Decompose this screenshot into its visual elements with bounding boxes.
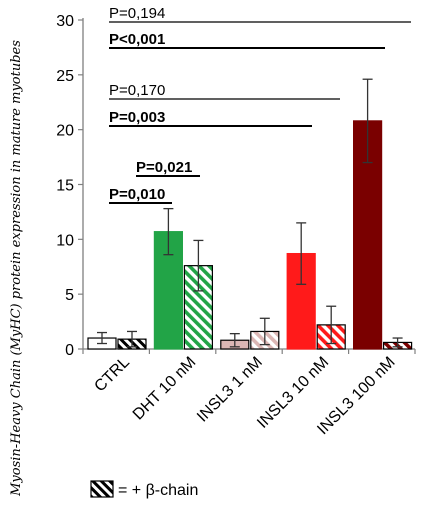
bar [183,265,213,350]
y-tick-label: 0 [65,342,74,359]
significance-label: P=0,194 [109,5,165,22]
y-tick-label: 25 [56,68,74,85]
y-tick-label: 30 [56,13,74,30]
legend: = + β-chain [90,480,198,499]
legend-hatch-swatch [90,480,114,498]
bar [353,120,383,350]
significance-label: P=0,010 [109,186,165,203]
significance-label: P=0,170 [109,82,165,99]
x-tick-label: CTRL [91,354,133,396]
y-tick-label: 15 [56,178,74,195]
significance-label: P=0,021 [136,159,192,176]
significance-label: P<0,001 [109,31,165,48]
significance-label: P=0,003 [109,109,165,126]
y-ticks: 0 5 10 15 20 25 30 [56,13,83,359]
error-bars [97,78,403,348]
x-tick-label: DHT 10 nM [130,354,200,424]
x-tick-label: INSL3 1 nM [194,354,266,426]
bars [87,120,413,350]
significance-annotations: P=0,194 P<0,001 P=0,170 P=0,003 P=0,021 P=0,0… [109,5,411,204]
y-tick-label: 5 [65,287,74,304]
y-tick-label: 20 [56,123,74,140]
y-axis-title: Myosin-Heavy Chain (MyHC) protein expres… [9,40,24,497]
y-tick-label: 10 [56,232,74,249]
legend-label: = + β-chain [118,482,198,499]
